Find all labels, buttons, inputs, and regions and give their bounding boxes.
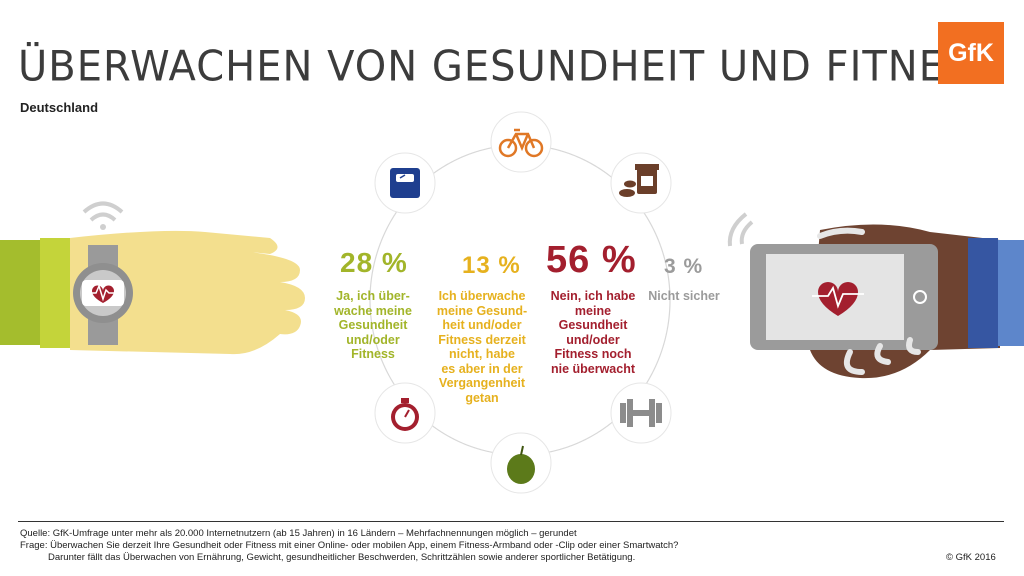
percent-unsure: 3 %	[664, 255, 704, 278]
smartphone-hand-illustration	[750, 224, 1024, 379]
bicycle-icon	[490, 111, 552, 173]
scale-icon	[374, 152, 436, 214]
stopwatch-icon	[374, 382, 436, 444]
label-no: Nein, ich habe meine Gesundheit und/oder Fit…	[550, 289, 636, 376]
label-yes: Ja, ich über-wache meine Gesundheit und/od…	[334, 289, 412, 361]
dumbbell-icon	[610, 382, 672, 444]
wifi-icon-right	[727, 212, 754, 247]
footer-divider	[18, 521, 1004, 522]
footer-source: Quelle: GfK-Umfrage unter mehr als 20.00…	[20, 528, 577, 539]
smartwatch-arm-illustration	[0, 230, 305, 355]
label-formerly: Ich überwache meine Gesund-heit und/oder F…	[436, 289, 528, 405]
supplements-icon	[610, 152, 672, 214]
percent-formerly: 13 %	[462, 252, 521, 279]
footer-copyright: © GfK 2016	[946, 552, 996, 563]
footer-question: Frage: Überwachen Sie derzeit Ihre Gesun…	[20, 540, 679, 551]
page-title: ÜBERWACHEN VON GESUNDHEIT UND FITNESS	[18, 42, 998, 92]
country-subtitle: Deutschland	[20, 100, 99, 115]
apple-icon	[490, 432, 552, 494]
gfk-logo: GfK	[938, 22, 1004, 84]
percent-yes: 28 %	[340, 247, 408, 278]
percent-no: 56 %	[546, 239, 637, 281]
footer-note: Darunter fällt das Überwachen von Ernähr…	[48, 552, 636, 563]
label-unsure: Nicht sicher	[648, 289, 720, 303]
wifi-icon	[82, 201, 124, 230]
